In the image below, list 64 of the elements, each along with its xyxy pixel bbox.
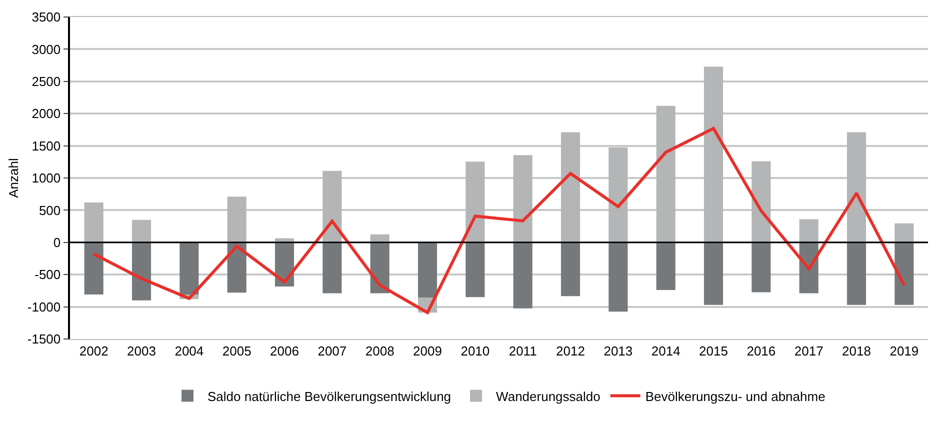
y-tick-label: 500 — [38, 202, 61, 218]
x-tick-label: 2006 — [270, 344, 299, 359]
x-tick-label: 2018 — [842, 344, 871, 359]
y-tick-label: 0 — [53, 234, 61, 250]
x-tick-label: 2014 — [651, 344, 680, 359]
x-tick-label: 2008 — [365, 344, 394, 359]
bar — [418, 242, 438, 298]
x-tick-label: 2015 — [699, 344, 728, 359]
bar — [513, 242, 532, 308]
bar — [846, 132, 866, 242]
bar — [704, 242, 724, 305]
x-tick-label: 2017 — [794, 344, 824, 359]
bar — [370, 242, 390, 294]
x-tick-label: 2004 — [174, 344, 204, 359]
line-series — [92, 126, 906, 314]
x-tick-label: 2007 — [318, 344, 347, 359]
bar — [846, 242, 866, 305]
y-tick-label: 2500 — [32, 74, 61, 89]
bar — [608, 242, 628, 312]
y-tick-label: 1500 — [32, 138, 61, 154]
x-tick-label: 2011 — [508, 344, 537, 359]
bar — [704, 66, 724, 242]
x-tick-label: 2016 — [746, 344, 776, 359]
bar — [227, 196, 246, 242]
bar — [180, 242, 199, 295]
y-tick-label: 3500 — [32, 10, 61, 25]
x-tick-label: 2009 — [413, 344, 442, 359]
legend-label: Bevölkerungszu- und abnahme — [645, 388, 826, 404]
bar — [84, 202, 104, 242]
bar — [608, 147, 628, 242]
bar — [132, 220, 152, 242]
x-tick-label: 2005 — [222, 344, 252, 359]
bar — [894, 242, 914, 305]
x-tick-label: 2013 — [604, 344, 633, 359]
y-tick-label: 2000 — [32, 106, 61, 122]
legend-label: Wanderungssaldo — [496, 388, 600, 404]
legend-label: Saldo natürliche Bevölkerungsentwicklung — [208, 388, 452, 404]
bar — [84, 242, 104, 295]
bar — [656, 242, 676, 290]
x-tick-label: 2003 — [127, 344, 156, 359]
x-tick-label: 2010 — [460, 344, 490, 359]
bar — [322, 242, 342, 294]
bar — [799, 219, 818, 242]
bar — [656, 106, 676, 242]
y-axis-title: Anzahl — [6, 158, 21, 198]
bar — [752, 242, 771, 292]
y-tick-label: 1000 — [32, 170, 61, 186]
bar — [322, 170, 342, 242]
bar — [227, 242, 246, 293]
bar — [132, 242, 152, 300]
y-tick-label: -500 — [34, 267, 61, 282]
bar — [513, 155, 532, 242]
bar — [752, 161, 771, 242]
y-tick-label: 3000 — [32, 42, 61, 57]
x-tick-label: 2012 — [556, 344, 585, 359]
x-tick-label: 2019 — [890, 344, 919, 359]
bar — [466, 242, 485, 298]
y-tick-label: -1000 — [27, 299, 61, 314]
bar — [466, 162, 485, 242]
bar — [560, 242, 580, 296]
bar — [560, 132, 580, 242]
y-tick-label: -1500 — [27, 332, 61, 347]
bar — [894, 223, 914, 242]
x-tick-label: 2002 — [79, 344, 108, 359]
